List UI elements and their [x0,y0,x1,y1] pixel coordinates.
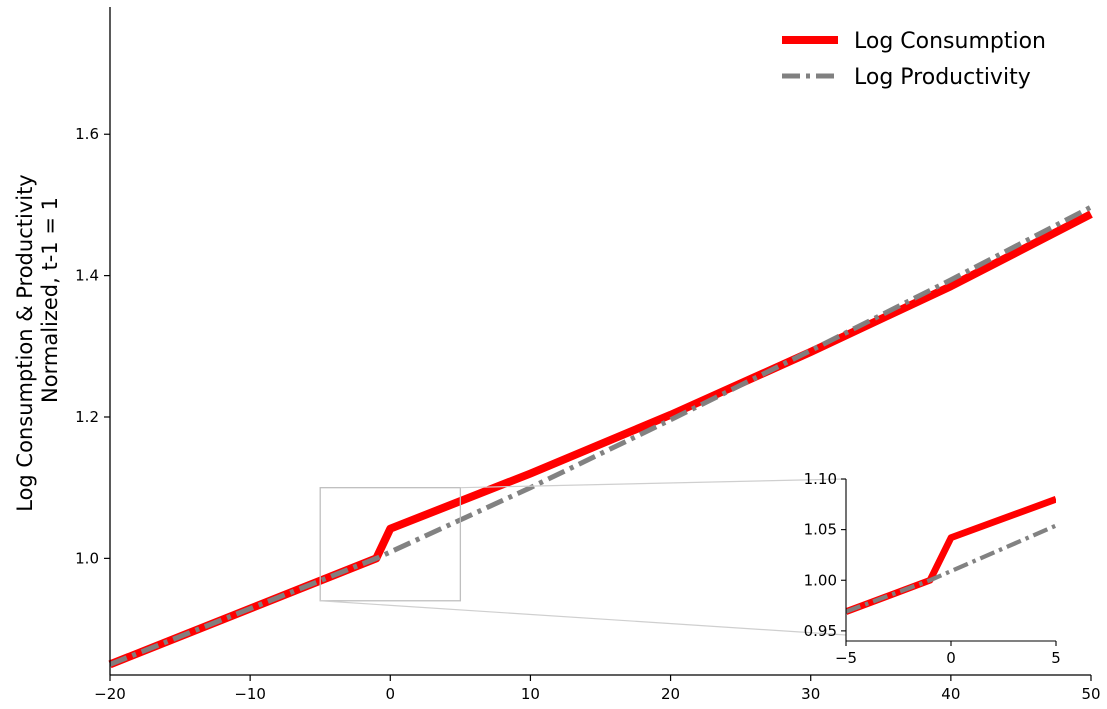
main-series-log-productivity [109,204,1093,667]
x-tick-label: 50 [1081,685,1100,703]
inset-plot-area: −5 0 5 0.95 1.00 1.05 1.10 [804,470,1061,667]
y-axis-label-line-1: Log Consumption & Productivity [13,174,37,512]
legend-label-log-productivity: Log Productivity [854,65,1031,90]
inset-y-tick-label: 1.00 [804,571,837,589]
main-series-log-consumption [108,210,1093,669]
y-tick-label: 1.0 [75,549,99,567]
main-plot-area: −20 −10 0 10 20 30 40 501.01.21.41.6 [75,7,1101,703]
inset-y-tick-label: 1.05 [804,521,837,539]
inset-series-group [846,496,1056,615]
zoom-indicator [319,478,847,636]
inset-background [846,479,1056,641]
y-axis-label: Log Consumption & Productivity Normalize… [13,174,62,512]
inset-y-tick-label: 0.95 [804,622,837,640]
zoom-region-rect [319,487,462,602]
x-tick-label: 30 [801,685,820,703]
inset-y-tick-label: 1.10 [804,470,837,488]
zoom-connector-top [460,478,847,489]
inset-series-log-consumption [846,496,1056,615]
x-tick-label: −10 [234,685,266,703]
legend-label-log-consumption: Log Consumption [854,29,1046,54]
x-tick-label: −20 [94,685,126,703]
x-tick-label: 20 [661,685,680,703]
zoom-connector-bottom [320,600,847,636]
x-tick-label: 40 [941,685,960,703]
y-tick-label: 1.6 [75,125,99,143]
inset-series-log-productivity [846,523,1056,614]
inset-x-tick-label: −5 [835,649,857,667]
y-axis-label-line-2: Normalized, t-1 = 1 [38,197,62,403]
legend: Log Consumption Log Productivity [782,29,1046,90]
y-tick-label: 1.2 [75,408,99,426]
x-tick-label: 0 [386,685,396,703]
inset-x-tick-label: 5 [1051,649,1061,667]
x-tick-label: 10 [521,685,540,703]
y-tick-label: 1.4 [75,267,99,285]
inset-x-tick-label: 0 [946,649,956,667]
